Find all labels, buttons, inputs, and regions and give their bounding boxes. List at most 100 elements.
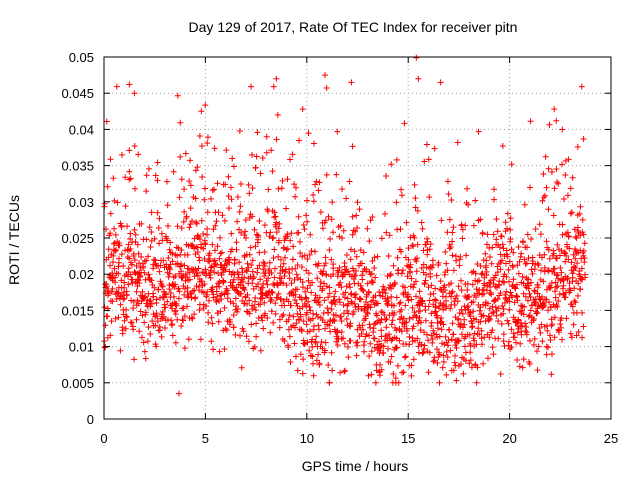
data-point bbox=[261, 299, 268, 306]
data-point bbox=[259, 155, 266, 162]
data-point bbox=[312, 339, 319, 346]
data-point bbox=[403, 219, 410, 226]
data-point bbox=[383, 324, 390, 331]
data-point bbox=[533, 310, 540, 317]
data-point bbox=[509, 283, 516, 290]
data-point bbox=[402, 353, 409, 360]
y-tick-label: 0.03 bbox=[69, 195, 94, 210]
data-point bbox=[504, 225, 511, 232]
data-point bbox=[222, 181, 229, 188]
data-point bbox=[272, 223, 279, 230]
data-point bbox=[285, 298, 292, 305]
data-point bbox=[345, 310, 352, 317]
data-point bbox=[178, 247, 185, 254]
data-point bbox=[154, 159, 161, 166]
data-point bbox=[445, 191, 452, 198]
data-point bbox=[465, 201, 472, 208]
data-point bbox=[287, 156, 294, 163]
data-point bbox=[125, 241, 132, 248]
data-point bbox=[414, 207, 421, 214]
data-point bbox=[440, 352, 447, 359]
data-point bbox=[204, 134, 211, 141]
data-point bbox=[523, 260, 530, 267]
data-point bbox=[158, 230, 165, 237]
data-point bbox=[348, 298, 355, 305]
data-point bbox=[218, 296, 225, 303]
data-point bbox=[437, 318, 444, 325]
data-point bbox=[531, 335, 538, 342]
data-point bbox=[205, 319, 212, 326]
data-point bbox=[540, 194, 547, 201]
data-point bbox=[556, 252, 563, 259]
data-point bbox=[457, 361, 464, 368]
data-point bbox=[393, 345, 400, 352]
data-point bbox=[145, 165, 152, 172]
data-point bbox=[107, 262, 114, 269]
data-point bbox=[157, 278, 164, 285]
data-point bbox=[423, 331, 430, 338]
data-point bbox=[192, 219, 199, 226]
data-point bbox=[294, 310, 301, 317]
data-point bbox=[107, 156, 114, 163]
data-point bbox=[545, 307, 552, 314]
data-point bbox=[252, 307, 259, 314]
data-point bbox=[260, 280, 267, 287]
data-point bbox=[251, 343, 258, 350]
data-point bbox=[154, 318, 161, 325]
data-point bbox=[356, 206, 363, 213]
data-point bbox=[431, 145, 438, 152]
data-point bbox=[110, 240, 117, 247]
data-point bbox=[304, 218, 311, 225]
data-point bbox=[538, 267, 544, 274]
data-point bbox=[474, 260, 481, 267]
data-point bbox=[179, 273, 186, 280]
data-point bbox=[131, 226, 138, 233]
data-point bbox=[228, 230, 235, 237]
data-point bbox=[187, 157, 194, 164]
data-point bbox=[440, 321, 447, 328]
data-point bbox=[505, 342, 512, 349]
data-point bbox=[486, 244, 493, 251]
data-point bbox=[429, 262, 436, 269]
data-point bbox=[200, 230, 207, 237]
data-point bbox=[112, 274, 119, 281]
data-point bbox=[225, 256, 232, 263]
data-point bbox=[178, 225, 185, 232]
data-point bbox=[367, 304, 374, 311]
data-point bbox=[320, 268, 327, 275]
data-point bbox=[206, 255, 213, 262]
data-point bbox=[172, 339, 179, 346]
data-point bbox=[146, 224, 153, 231]
data-point bbox=[447, 347, 454, 354]
data-point bbox=[195, 265, 202, 272]
data-point bbox=[473, 341, 480, 348]
data-point bbox=[233, 246, 240, 253]
data-point bbox=[469, 281, 476, 288]
data-point bbox=[351, 248, 358, 255]
data-point bbox=[126, 255, 133, 262]
data-point bbox=[330, 229, 337, 236]
data-point bbox=[191, 273, 198, 280]
data-point bbox=[426, 194, 433, 201]
data-point bbox=[187, 182, 194, 189]
data-point bbox=[209, 241, 216, 248]
data-point bbox=[202, 272, 209, 279]
data-point bbox=[568, 334, 575, 341]
data-point bbox=[520, 356, 527, 363]
data-point bbox=[270, 319, 277, 326]
data-point bbox=[522, 328, 529, 335]
data-point bbox=[392, 375, 399, 382]
data-point bbox=[253, 320, 260, 327]
data-point bbox=[207, 274, 214, 281]
data-point bbox=[154, 177, 161, 184]
data-point bbox=[450, 367, 457, 374]
y-tick-label: 0.015 bbox=[61, 303, 94, 318]
data-point bbox=[313, 178, 320, 185]
data-point bbox=[534, 309, 541, 316]
data-point bbox=[552, 254, 559, 261]
data-point bbox=[244, 268, 251, 275]
data-point bbox=[275, 290, 282, 297]
data-point bbox=[111, 225, 118, 232]
data-point bbox=[555, 297, 562, 304]
data-point bbox=[204, 288, 211, 295]
